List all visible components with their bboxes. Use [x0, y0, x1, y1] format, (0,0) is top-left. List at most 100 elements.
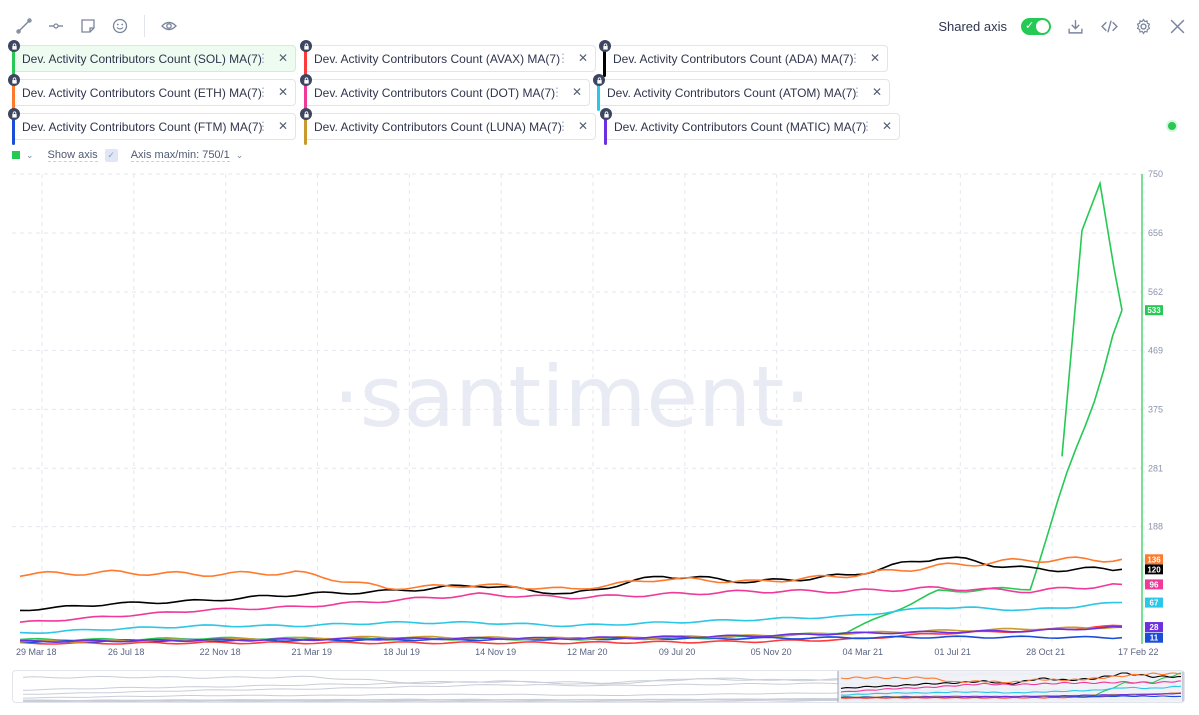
last-value-badge: [1145, 564, 1163, 575]
y-tick-label: 281: [1148, 463, 1163, 473]
show-axis-label[interactable]: Show axis: [47, 148, 98, 162]
lock-icon[interactable]: [593, 74, 605, 86]
lock-icon[interactable]: [599, 40, 611, 52]
series-line-sol-peak: [1061, 180, 1123, 457]
pencil-line-icon[interactable]: [10, 12, 38, 40]
toggle-knob: [1036, 19, 1049, 33]
remove-metric-icon[interactable]: ✕: [277, 51, 288, 65]
y-tick-label: 562: [1148, 287, 1163, 297]
axis-color-swatch[interactable]: [12, 151, 20, 159]
remove-metric-icon[interactable]: ✕: [577, 51, 588, 65]
more-options-icon[interactable]: ⋮: [551, 85, 563, 99]
metric-label: Dev. Activity Contributors Count (MATIC)…: [614, 119, 867, 134]
last-value-label: 533: [1147, 306, 1161, 315]
navigator-series-active-eth: [840, 672, 1182, 684]
status-indicator: [1168, 122, 1176, 130]
remove-metric-icon[interactable]: ✕: [871, 85, 882, 99]
metric-color-bar: [12, 118, 15, 145]
metric-label: Dev. Activity Contributors Count (AVAX) …: [314, 51, 561, 66]
metric-color-bar: [12, 50, 15, 77]
metric-chip[interactable]: Dev. Activity Contributors Count (ATOM) …: [593, 74, 890, 111]
navigator-series-active-matic: [840, 692, 1182, 699]
metric-chip[interactable]: Dev. Activity Contributors Count (SOL) M…: [8, 40, 296, 77]
remove-metric-icon[interactable]: ✕: [571, 85, 582, 99]
last-value-badge: [1145, 597, 1163, 608]
metric-label: Dev. Activity Contributors Count (LUNA) …: [314, 119, 562, 134]
axis-maxmin-label[interactable]: Axis max/min: 750/1: [130, 148, 230, 162]
lock-icon[interactable]: [600, 108, 612, 120]
remove-metric-icon[interactable]: ✕: [277, 119, 288, 133]
last-value-label: 136: [1147, 555, 1161, 564]
x-tick-label: 29 Mar 18: [16, 647, 57, 657]
remove-metric-icon[interactable]: ✕: [881, 119, 892, 133]
more-options-icon[interactable]: ⋮: [851, 85, 863, 99]
x-tick-label: 21 Mar 19: [292, 647, 333, 657]
x-tick-label: 17 Feb 22: [1118, 647, 1159, 657]
smiley-icon[interactable]: [106, 12, 134, 40]
code-icon[interactable]: [1099, 16, 1119, 36]
x-tick-label: 09 Jul 20: [659, 647, 696, 657]
last-value-badge: [1145, 632, 1163, 643]
line-chart[interactable]: ·santiment· 188 281 375 469 562 656 750 29 Mar 1…: [0, 168, 1199, 660]
more-options-icon[interactable]: ⋮: [557, 119, 569, 133]
more-options-icon[interactable]: ⋮: [849, 51, 861, 65]
metric-chip[interactable]: Dev. Activity Contributors Count (FTM) M…: [8, 108, 296, 145]
close-icon[interactable]: [1167, 16, 1187, 36]
lock-icon[interactable]: [300, 74, 312, 86]
x-tick-label: 28 Oct 21: [1026, 647, 1065, 657]
lock-icon[interactable]: [8, 108, 20, 120]
metric-color-bar: [304, 118, 307, 145]
check-icon: ✓: [1025, 19, 1035, 32]
series-line-ada: [19, 556, 1123, 612]
metric-chip[interactable]: Dev. Activity Contributors Count (AVAX) …: [300, 40, 596, 77]
remove-metric-icon[interactable]: ✕: [277, 85, 288, 99]
x-tick-label: 05 Nov 20: [751, 647, 792, 657]
lock-icon[interactable]: [300, 108, 312, 120]
more-options-icon[interactable]: ⋮: [257, 51, 269, 65]
gear-icon[interactable]: [1133, 16, 1153, 36]
shared-axis-toggle[interactable]: ✓: [1021, 17, 1051, 35]
metric-label: Dev. Activity Contributors Count (SOL) M…: [22, 51, 262, 66]
metric-color-bar: [604, 118, 607, 145]
more-options-icon[interactable]: ⋮: [861, 119, 873, 133]
chevron-down-icon[interactable]: ⌄: [26, 149, 34, 160]
metric-chip[interactable]: Dev. Activity Contributors Count (ADA) M…: [599, 40, 888, 77]
metric-label: Dev. Activity Contributors Count (ETH) M…: [22, 85, 262, 100]
chart-navigator[interactable]: [12, 670, 1185, 703]
last-value-label: 28: [1150, 623, 1159, 632]
more-options-icon[interactable]: ⋮: [257, 119, 269, 133]
last-value-badge: [1145, 305, 1163, 316]
last-value-badge: [1145, 554, 1163, 565]
navigator-preview[interactable]: [13, 671, 1185, 703]
watermark-text: ·santiment·: [333, 348, 811, 446]
remove-metric-icon[interactable]: ✕: [869, 51, 880, 65]
horizontal-ray-icon[interactable]: [42, 12, 70, 40]
y-tick-label: 750: [1148, 169, 1163, 179]
remove-metric-icon[interactable]: ✕: [577, 119, 588, 133]
toolbar-divider: [144, 15, 145, 37]
lock-icon[interactable]: [8, 74, 20, 86]
metric-color-bar: [12, 84, 15, 111]
last-value-label: 11: [1150, 634, 1159, 643]
drawing-toolbar: [10, 12, 183, 40]
lock-icon[interactable]: [300, 40, 312, 52]
more-options-icon[interactable]: ⋮: [557, 51, 569, 65]
metric-chip[interactable]: Dev. Activity Contributors Count (ETH) M…: [8, 74, 296, 111]
x-tick-label: 18 Jul 19: [383, 647, 420, 657]
last-value-label: 96: [1150, 580, 1159, 589]
chart-actions: Shared axis ✓: [938, 12, 1187, 40]
metric-chip[interactable]: Dev. Activity Contributors Count (MATIC)…: [600, 108, 900, 145]
show-axis-checkbox[interactable]: ✓: [104, 148, 118, 162]
lock-icon[interactable]: [8, 40, 20, 52]
download-icon[interactable]: [1065, 16, 1085, 36]
chevron-down-icon[interactable]: ⌄: [235, 149, 244, 160]
metric-chip[interactable]: Dev. Activity Contributors Count (DOT) M…: [300, 74, 590, 111]
metric-color-bar: [597, 84, 600, 111]
x-tick-label: 14 Nov 19: [475, 647, 516, 657]
sticky-note-icon[interactable]: [74, 12, 102, 40]
more-options-icon[interactable]: ⋮: [257, 85, 269, 99]
metric-chip[interactable]: Dev. Activity Contributors Count (LUNA) …: [300, 108, 596, 145]
eye-icon[interactable]: [155, 12, 183, 40]
series-line-avax: [19, 624, 1123, 645]
metric-color-bar: [603, 50, 606, 77]
